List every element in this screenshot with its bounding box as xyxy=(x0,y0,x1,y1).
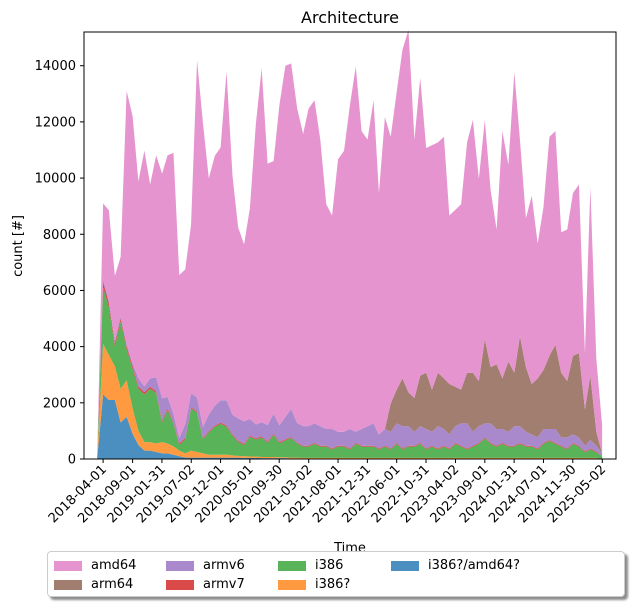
area-i386?/amd64? xyxy=(97,394,603,459)
legend-swatch xyxy=(166,560,194,571)
legend-label: armv7 xyxy=(203,577,245,592)
legend-label: arm64 xyxy=(91,577,134,592)
area-armv7 xyxy=(97,282,603,459)
legend-label: i386 xyxy=(315,558,344,573)
legend-swatch xyxy=(278,560,306,571)
legend-item: i386? xyxy=(278,575,391,594)
legend-label: i386?/amd64? xyxy=(428,558,521,573)
y-tick-label: 4000 xyxy=(43,340,76,355)
y-tick-label: 6000 xyxy=(43,284,76,299)
legend-swatch xyxy=(391,560,419,571)
y-tick-label: 8000 xyxy=(43,228,76,243)
legend-label: i386? xyxy=(315,577,351,592)
plot-frame xyxy=(83,31,617,460)
y-tick-label: 14000 xyxy=(35,59,76,74)
legend-item: i386 xyxy=(278,556,391,575)
legend-swatch xyxy=(278,579,306,590)
legend-item: i386?/amd64? xyxy=(391,556,520,575)
legend-swatch xyxy=(54,560,82,571)
stacked-areas xyxy=(97,30,603,460)
legend-swatch xyxy=(166,579,194,590)
y-tick-label: 2000 xyxy=(43,396,76,411)
y-axis-label: count [#] xyxy=(11,215,26,277)
area-amd64 xyxy=(97,30,603,460)
y-tick-label: 0 xyxy=(68,453,76,468)
legend-label: armv6 xyxy=(203,558,245,573)
legend-item: arm64 xyxy=(54,575,166,594)
legend-swatch xyxy=(54,579,82,590)
area-i386? xyxy=(97,343,603,459)
chart-legend: amd64 arm64 armv6 armv7 i386 i386? i386?/amd64… xyxy=(47,551,625,597)
y-tick-label: 12000 xyxy=(35,115,76,130)
area-arm64 xyxy=(97,279,603,459)
y-tick-label: 10000 xyxy=(35,172,76,187)
area-armv6 xyxy=(97,279,603,459)
chart-title: Architecture xyxy=(301,8,399,27)
area-i386 xyxy=(97,287,603,459)
legend-item: armv7 xyxy=(166,575,278,594)
legend-label: amd64 xyxy=(91,558,137,573)
legend-item: amd64 xyxy=(54,556,166,575)
legend-item: armv6 xyxy=(166,556,278,575)
legend-grid: amd64 arm64 armv6 armv7 i386 i386? i386?/amd64… xyxy=(54,556,625,594)
